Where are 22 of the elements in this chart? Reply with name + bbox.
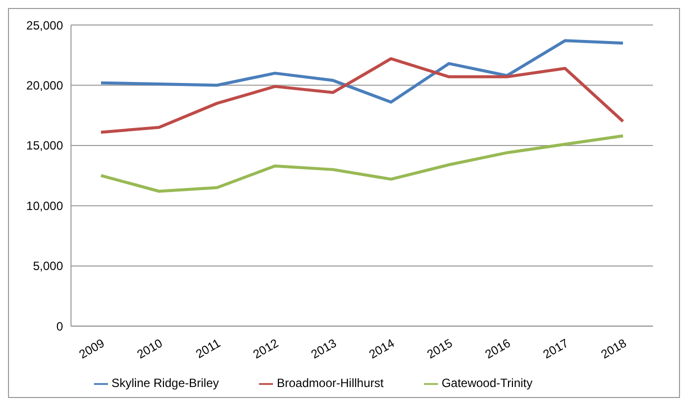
y-tick-label: 20,000 (26, 78, 64, 92)
x-tick-label: 2012 (250, 336, 282, 362)
x-tick-label: 2010 (134, 336, 166, 362)
line-series (100, 134, 624, 193)
y-tick-label: 15,000 (26, 138, 64, 153)
legend-label: Skyline Ridge-Briley (112, 376, 219, 390)
x-tick-label: 2017 (540, 336, 572, 362)
x-tick-label: 2013 (308, 336, 340, 362)
y-tick-label: 0 (56, 319, 64, 334)
legend-label: Gatewood-Trinity (442, 376, 532, 390)
line-series (100, 39, 624, 104)
y-tick-label: 25,000 (26, 18, 64, 32)
x-tick-label: 2015 (424, 336, 456, 362)
x-tick-label: 2011 (193, 336, 224, 362)
line-series (100, 57, 624, 134)
x-tick-label: 2016 (482, 336, 514, 362)
x-tick-label: 2018 (598, 336, 630, 362)
x-tick-label: 2014 (366, 336, 398, 362)
x-tick-label: 2009 (76, 336, 108, 362)
y-tick-label: 10,000 (26, 198, 64, 213)
y-tick-label: 5,000 (32, 259, 64, 274)
legend-label: Broadmoor-Hillhurst (276, 376, 384, 390)
